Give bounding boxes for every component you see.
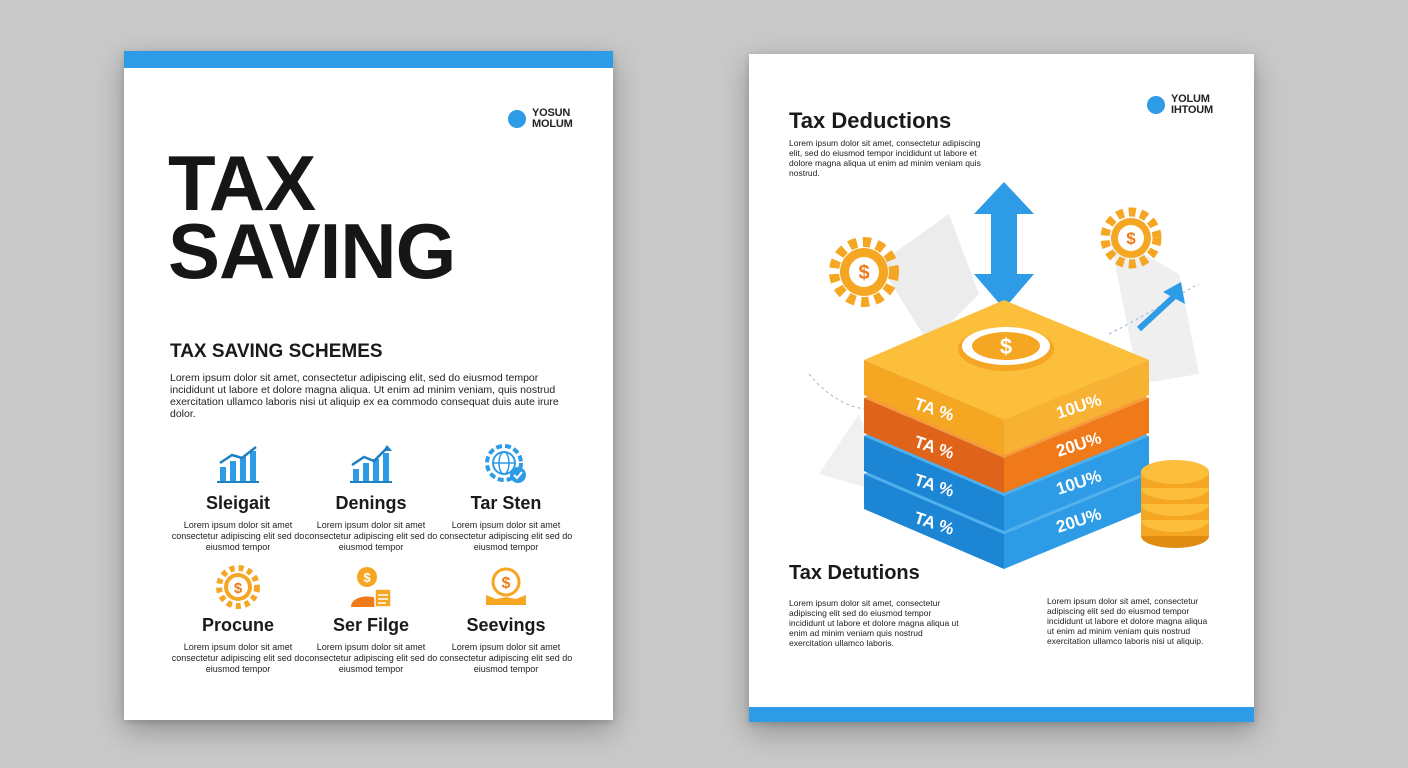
feature-text: Lorem ipsum dolor sit amet consectetur a… xyxy=(171,642,305,674)
feature-title: Denings xyxy=(335,493,407,513)
feature-seevings: $ Seevings Lorem ipsum dolor sit amet co… xyxy=(436,565,576,675)
dollar-glyph: $ xyxy=(1126,229,1136,248)
growth-chart-icon xyxy=(350,445,392,483)
dollar-glyph: $ xyxy=(1000,334,1012,359)
feature-sleigait: Sleigait Lorem ipsum dolor sit amet cons… xyxy=(168,443,308,553)
globe-gear-icon xyxy=(485,444,526,483)
logo-line-1: YOSUN xyxy=(532,107,571,119)
bottom-accent-bar xyxy=(749,707,1254,722)
bg-shape xyxy=(1109,234,1199,384)
feature-title: Ser Filge xyxy=(332,615,410,635)
svg-text:$: $ xyxy=(363,570,371,585)
schemes-paragraph: Lorem ipsum dolor sit amet, consectetur … xyxy=(170,372,559,420)
top-accent-bar xyxy=(124,51,613,68)
dollar-gear-icon: $ xyxy=(829,237,899,307)
feature-tar-sten: Tar Sten Lorem ipsum dolor sit amet cons… xyxy=(436,443,576,553)
detutions-column-2: Lorem ipsum dolor sit amet, consectetur … xyxy=(1047,596,1208,646)
feature-ser-filge: $ Ser Filge Lorem ipsum dolor sit amet c… xyxy=(301,565,441,675)
schemes-heading: TAX SAVING SCHEMES xyxy=(170,341,383,362)
up-right-arrow-icon xyxy=(1136,282,1185,332)
feature-title: Tar Sten xyxy=(470,493,542,513)
logo-line-1: YOLUM xyxy=(1171,93,1210,105)
feature-text: Lorem ipsum dolor sit amet consectetur a… xyxy=(304,642,438,674)
logo-dot-icon xyxy=(1147,96,1165,114)
feature-text: Lorem ipsum dolor sit amet consectetur a… xyxy=(171,520,305,552)
brand-logo: YOLUM IHTOUM xyxy=(1147,94,1213,116)
logo-line-2: IHTOUM xyxy=(1171,104,1213,116)
detutions-heading: Tax Detutions xyxy=(789,562,920,584)
hero-title-line-1: TAX xyxy=(168,139,316,227)
dollar-gear-icon: $ xyxy=(1100,207,1162,269)
brand-logo: YOSUN MOLUM xyxy=(508,108,573,130)
tax-layers-illustration: $ $ TA % 20U% TA % 10U% TA % xyxy=(808,182,1209,569)
feature-procune: $ Procune Lorem ipsum dolor sit amet con… xyxy=(168,565,308,675)
dollar-book-icon: $ xyxy=(486,567,526,605)
dollar-glyph: $ xyxy=(858,262,869,284)
logo-line-2: MOLUM xyxy=(532,118,573,130)
hero-title: TAX SAVING xyxy=(168,139,456,295)
bg-shape xyxy=(879,214,979,344)
hero-title-line-2: SAVING xyxy=(168,207,456,295)
feature-title: Sleigait xyxy=(205,493,271,513)
dollar-coin-icon: $ xyxy=(958,327,1054,371)
dollar-gear-icon: $ xyxy=(216,565,260,609)
feature-title: Seevings xyxy=(466,615,546,635)
feature-text: Lorem ipsum dolor sit amet consectetur a… xyxy=(439,642,573,674)
feature-text: Lorem ipsum dolor sit amet consectetur a… xyxy=(304,520,438,552)
coin-stack-icon xyxy=(1141,460,1209,548)
logo-dot-icon xyxy=(508,110,526,128)
feature-denings: Denings Lorem ipsum dolor sit amet conse… xyxy=(301,443,441,553)
feature-text: Lorem ipsum dolor sit amet consectetur a… xyxy=(439,520,573,552)
deductions-heading: Tax Deductions xyxy=(789,108,952,133)
detutions-column-1: Lorem ipsum dolor sit amet, consectetur … xyxy=(789,598,959,648)
tax-saving-page: YOSUN MOLUM TAX SAVING TAX SAVING SCHEME… xyxy=(124,51,613,720)
dashed-curve xyxy=(1108,283,1200,335)
double-arrow-icon xyxy=(974,182,1034,309)
tax-deductions-page: YOLUM IHTOUM Tax Deductions Lorem ipsum … xyxy=(749,54,1254,722)
svg-text:$: $ xyxy=(234,580,243,597)
feature-title: Procune xyxy=(201,615,275,635)
deductions-paragraph: Lorem ipsum dolor sit amet, consectetur … xyxy=(789,138,981,178)
dollar-person-icon: $ xyxy=(351,567,392,608)
tax-layer-1: TA % 10U% $ xyxy=(864,300,1149,455)
bar-chart-icon xyxy=(217,446,259,483)
svg-text:$: $ xyxy=(502,575,511,592)
